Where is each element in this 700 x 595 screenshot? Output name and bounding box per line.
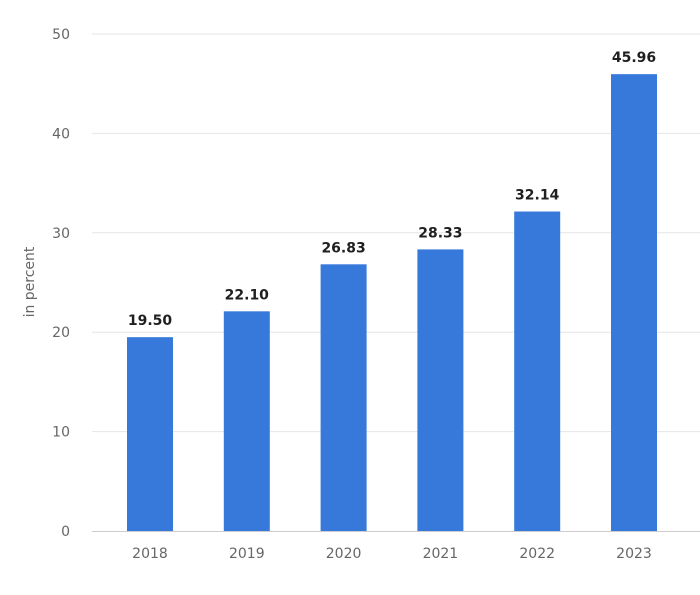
bar-2020[interactable] [320,264,367,531]
gridlines [92,33,700,433]
y-tick-label: 10 [52,425,70,441]
bar-2021[interactable] [417,249,464,532]
data-label-2021: 28.33 [418,225,462,241]
x-tick-label-2018: 2018 [132,546,168,562]
x-axis-ticks: 2018 2019 2020 2021 2022 2023 [132,546,652,562]
bar-2018[interactable] [127,337,173,531]
y-tick-label: 30 [52,226,70,242]
y-tick-label: 0 [61,524,70,540]
bars [127,74,657,532]
data-label-2022: 32.14 [515,188,560,204]
x-tick-label-2023: 2023 [616,546,652,562]
x-tick-label-2020: 2020 [326,546,362,562]
x-tick-label-2019: 2019 [229,546,265,562]
x-tick-label-2021: 2021 [423,546,459,562]
y-tick-label: 50 [52,27,70,43]
data-label-2020: 26.83 [321,240,365,256]
y-tick-label: 20 [52,325,70,341]
bar-2023[interactable] [611,74,657,532]
bar-2019[interactable] [223,311,270,531]
bar-2022[interactable] [514,211,561,532]
x-tick-label-2022: 2022 [519,546,555,562]
data-labels: 19.50 22.10 26.83 28.33 32.14 45.96 [128,50,656,329]
y-axis-title: in percent [22,246,38,317]
data-label-2023: 45.96 [612,50,656,66]
y-tick-label: 40 [52,126,70,142]
y-axis-ticks: 0 10 20 30 40 50 [52,27,70,540]
data-label-2018: 19.50 [128,313,173,329]
data-label-2019: 22.10 [225,287,270,303]
